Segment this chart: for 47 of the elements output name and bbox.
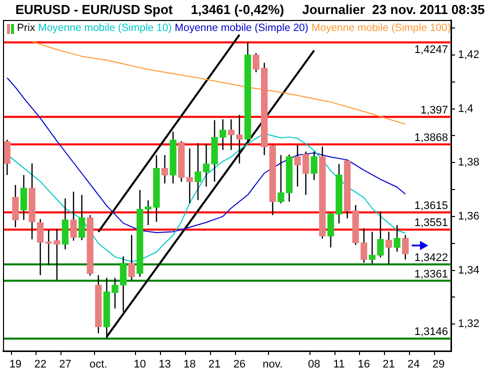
candlestick bbox=[310, 150, 318, 181]
candlestick bbox=[70, 191, 77, 242]
ref-line-label: 1,3146 bbox=[414, 326, 448, 338]
x-tick-label: 16 bbox=[358, 358, 370, 370]
ref-line-label: 1,3361 bbox=[414, 268, 448, 280]
text: Moyenne mobile (Simple 10) bbox=[38, 22, 172, 34]
ref-line-label: 1,4247 bbox=[414, 44, 448, 56]
x-tick-label: 26 bbox=[233, 358, 246, 370]
chart-title: EURUSD - EUR/USD Spot 1,3461 (-0,42%) Journalier 23 nov. 2011 08:35 bbox=[14, 2, 486, 17]
candlestick bbox=[20, 174, 28, 221]
x-tick-label: 21 bbox=[382, 358, 395, 370]
x-tick-label: 19 bbox=[9, 358, 22, 370]
y-tick-label: 1,32 bbox=[458, 318, 480, 330]
candlestick bbox=[12, 184, 19, 228]
x-tick-label: 11 bbox=[333, 358, 345, 370]
text: Moyenne mobile (Simple 20) bbox=[174, 22, 308, 34]
x-tick-label: 10 bbox=[134, 358, 146, 370]
candlestick bbox=[394, 224, 400, 252]
candlestick bbox=[161, 154, 168, 184]
candlestick bbox=[402, 234, 409, 260]
ref-line-label: 1,3422 bbox=[414, 252, 448, 264]
candlestick bbox=[385, 231, 392, 265]
y-tick-label: 1,34 bbox=[458, 264, 480, 276]
x-tick-label: 18 bbox=[184, 358, 196, 370]
legend-label: Prix bbox=[17, 22, 36, 34]
x-tick-label: oct. bbox=[90, 358, 108, 370]
y-tick-label: 1,36 bbox=[458, 210, 480, 222]
x-tick-label: 24 bbox=[408, 358, 420, 370]
x-tick-label: 13 bbox=[158, 358, 171, 370]
y-tick-label: 1,38 bbox=[458, 156, 480, 169]
x-tick-label: 08 bbox=[308, 358, 320, 370]
ref-line-label: 1,3551 bbox=[414, 217, 448, 230]
x-tick-label: 22 bbox=[34, 358, 46, 370]
ref-line-label: 1,3615 bbox=[414, 200, 448, 212]
y-tick-label: 1,42 bbox=[458, 49, 480, 62]
candlestick bbox=[37, 218, 44, 276]
candlestick bbox=[78, 194, 86, 241]
x-tick-label: 27 bbox=[59, 358, 72, 370]
ref-line-label: 1,397 bbox=[420, 104, 448, 116]
x-tick-label: 29 bbox=[432, 358, 445, 370]
y-tick-label: 1,4 bbox=[458, 102, 474, 115]
candlestick bbox=[128, 234, 135, 281]
candlestick bbox=[186, 148, 193, 204]
x-tick-label: nov. bbox=[262, 358, 283, 370]
ref-line-label: 1,3868 bbox=[414, 132, 448, 144]
text: Moyenne mobile (Simple 100) bbox=[311, 22, 451, 34]
x-tick-label: 21 bbox=[208, 358, 221, 370]
